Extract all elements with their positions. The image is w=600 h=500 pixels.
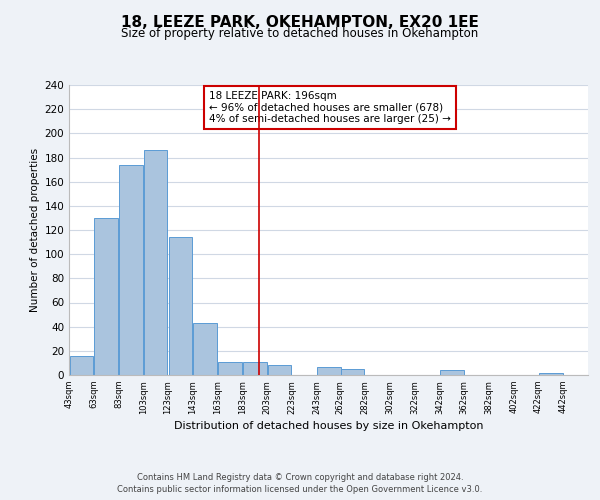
Text: Contains HM Land Registry data © Crown copyright and database right 2024.: Contains HM Land Registry data © Crown c… (137, 472, 463, 482)
Bar (94, 218, 118, 375)
X-axis label: Distribution of detached houses by size in Okehampton: Distribution of detached houses by size … (174, 420, 483, 430)
Bar (539, 372, 563, 375)
Bar (243, 362, 266, 375)
Bar (70, 356, 93, 375)
Bar (268, 366, 292, 375)
Bar (169, 238, 192, 375)
Bar (193, 323, 217, 375)
Bar (317, 366, 341, 375)
Text: 18 LEEZE PARK: 196sqm
← 96% of detached houses are smaller (678)
4% of semi-deta: 18 LEEZE PARK: 196sqm ← 96% of detached … (209, 91, 451, 124)
Bar (341, 369, 364, 375)
Text: Size of property relative to detached houses in Okehampton: Size of property relative to detached ho… (121, 28, 479, 40)
Bar (119, 165, 143, 375)
Text: Contains public sector information licensed under the Open Government Licence v3: Contains public sector information licen… (118, 485, 482, 494)
Bar (144, 150, 167, 375)
Y-axis label: Number of detached properties: Number of detached properties (30, 148, 40, 312)
Text: 18, LEEZE PARK, OKEHAMPTON, EX20 1EE: 18, LEEZE PARK, OKEHAMPTON, EX20 1EE (121, 15, 479, 30)
Bar (218, 362, 242, 375)
Bar (440, 370, 464, 375)
